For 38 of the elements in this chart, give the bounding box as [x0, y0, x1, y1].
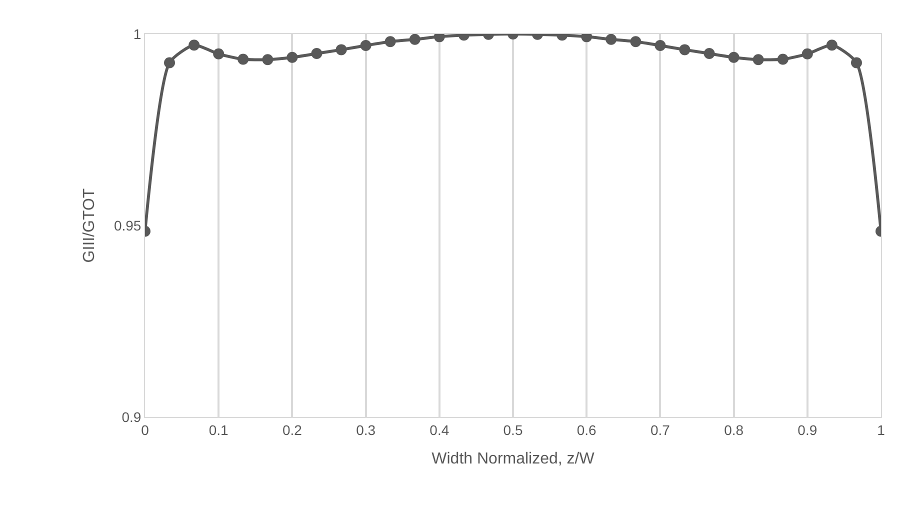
point: [752, 54, 764, 66]
x-tick-label: 0.8: [724, 422, 744, 438]
y-tick-label: 0.9: [122, 408, 142, 425]
point: [850, 57, 862, 68]
y-axis-title: GIII/GTOT: [80, 188, 98, 263]
point: [213, 48, 224, 60]
x-tick-label: 0.5: [503, 422, 523, 438]
point: [802, 48, 813, 60]
x-tick-label: 0: [141, 422, 150, 438]
point: [188, 40, 200, 51]
y-tick-label: 0.95: [114, 217, 142, 234]
point: [654, 40, 666, 51]
point: [679, 44, 690, 56]
x-axis-title: Width Normalized, z/W: [432, 450, 596, 468]
y-tick-label: 1: [133, 26, 142, 42]
point: [262, 54, 274, 66]
point: [606, 34, 617, 45]
point: [336, 44, 347, 56]
point: [238, 54, 249, 65]
x-tick-label: 0.9: [798, 422, 818, 438]
point: [409, 34, 420, 45]
point: [384, 36, 396, 48]
point: [728, 52, 740, 63]
point: [286, 52, 298, 63]
x-tick-label: 0.2: [282, 422, 302, 438]
point: [164, 57, 176, 68]
x-tick-label: 0.1: [208, 422, 229, 438]
point: [311, 48, 322, 60]
point: [360, 40, 372, 51]
x-tick-label: 0.6: [576, 422, 597, 438]
point: [826, 40, 838, 51]
x-tick-label: 1: [877, 422, 886, 438]
point: [630, 36, 642, 48]
x-tick-label: 0.4: [430, 422, 450, 438]
point: [704, 48, 715, 60]
x-tick-label: 0.7: [650, 422, 670, 438]
x-tick-label: 0.3: [356, 422, 376, 438]
point: [777, 54, 788, 65]
